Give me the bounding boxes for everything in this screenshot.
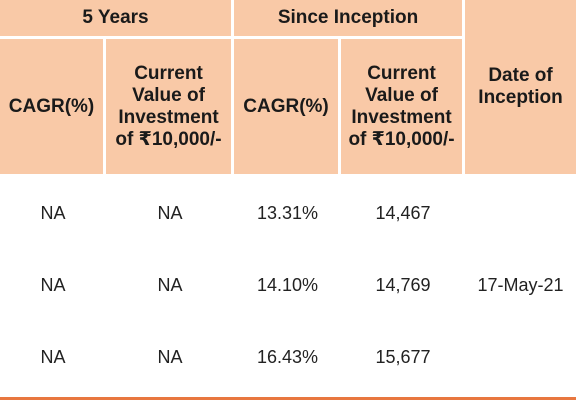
bottom-divider [0,397,576,400]
value-5y-cell: NA [157,202,183,223]
date-of-inception-cell: 17-May-21 [477,275,564,295]
cagr-5y-cell: NA [40,346,66,367]
since-inception-header: Since Inception [234,0,466,39]
cagr-si-cell: 14.10% [256,274,319,295]
current-value-si-header: Current Value of Investment of ₹10,000/- [341,39,466,177]
value-5y-cell: NA [157,346,183,367]
value-5y-cell: NA [157,274,183,295]
date-of-inception-header: Date of Inception [465,0,576,177]
table-row: NA NA 16.43% 15,677 [0,321,576,393]
header-row-1: 5 Years Since Inception Date of Inceptio… [0,0,576,177]
value-si-cell: 14,467 [375,202,431,223]
table-row: NA NA 14.10% 14,769 [0,249,576,321]
value-si-cell: 15,677 [375,346,431,367]
header-row-2: CAGR(%) Current Value of Investment of ₹… [0,39,576,177]
cagr-5y-header: CAGR(%) [0,39,106,177]
cagr-5y-cell: NA [40,202,66,223]
table-row: NA NA 13.31% 14,467 17-May-21 [0,177,576,296]
cagr-si-cell: 13.31% [256,202,319,223]
five-years-header: 5 Years [0,0,235,39]
returns-table: 5 Years Since Inception Date of Inceptio… [0,0,576,393]
cagr-si-cell: 16.43% [256,346,319,367]
cagr-si-header: CAGR(%) [234,39,342,177]
current-value-5y-header: Current Value of Investment of ₹10,000/- [106,39,235,177]
cagr-5y-cell: NA [40,274,66,295]
value-si-cell: 14,769 [375,274,431,295]
